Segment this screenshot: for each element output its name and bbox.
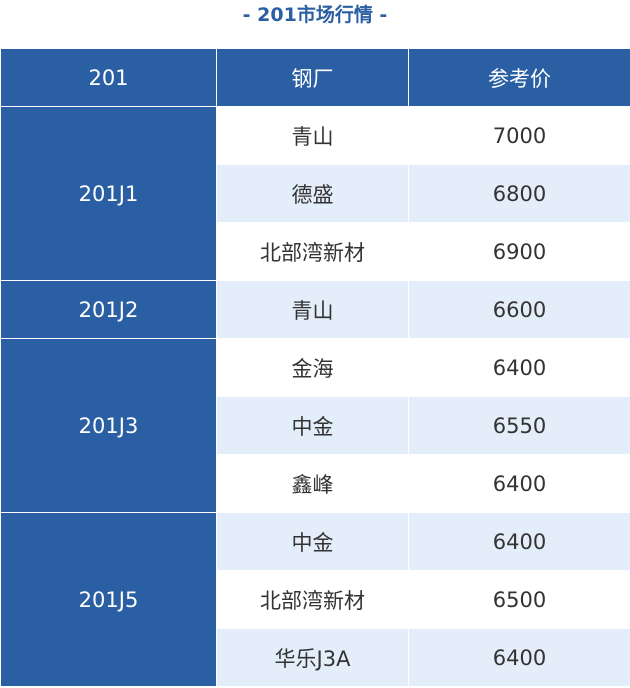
mill-cell: 青山 (216, 106, 409, 165)
mill-cell: 华乐J3A (216, 628, 409, 687)
price-cell: 6900 (408, 222, 630, 281)
table-row: 华乐J3A 6400 (1, 628, 630, 687)
table-row: 鑫峰 6400 (1, 454, 630, 513)
mill-cell: 中金 (216, 396, 409, 455)
mill-cell: 鑫峰 (216, 454, 409, 513)
header-price: 参考价 (408, 48, 630, 107)
price-cell: 6800 (408, 164, 630, 223)
mill-cell: 青山 (216, 280, 409, 339)
price-cell: 6400 (408, 454, 630, 513)
table-row: 中金 6550 (1, 396, 630, 455)
price-cell: 6500 (408, 570, 630, 629)
price-cell: 6550 (408, 396, 630, 455)
page-title: - 201市场行情 - (242, 4, 388, 26)
price-cell: 7000 (408, 106, 630, 165)
header-mill: 钢厂 (216, 48, 409, 107)
mill-cell: 北部湾新材 (216, 222, 409, 281)
table-row: 201J2 青山 6600 (0, 280, 630, 339)
price-cell: 6600 (408, 280, 630, 339)
table-row: 201J5 中金 6400 (0, 512, 630, 687)
header-grade: 201 (0, 48, 217, 107)
price-cell: 6400 (408, 512, 630, 571)
table-row: 201J3 金海 6400 (0, 338, 630, 513)
grade-cell: 201J3 (0, 338, 217, 513)
table-header-row: 201 钢厂 参考价 (0, 48, 630, 107)
grade-cell: 201J2 (0, 280, 217, 339)
table-row: 北部湾新材 6500 (1, 570, 630, 629)
mill-cell: 金海 (216, 338, 409, 397)
mill-cell: 德盛 (216, 164, 409, 223)
mill-cell: 北部湾新材 (216, 570, 409, 629)
grade-cell: 201J5 (0, 512, 217, 687)
price-cell: 6400 (408, 338, 630, 397)
table-row: 201J1 青山 7000 (0, 106, 630, 281)
price-cell: 6400 (408, 628, 630, 687)
grade-cell: 201J1 (0, 106, 217, 281)
table-row: 德盛 6800 (1, 164, 630, 223)
mill-cell: 中金 (216, 512, 409, 571)
market-table: 201 钢厂 参考价 201J1 青山 7000 德盛 6800 北部湾新材 6900 201… (0, 48, 630, 687)
